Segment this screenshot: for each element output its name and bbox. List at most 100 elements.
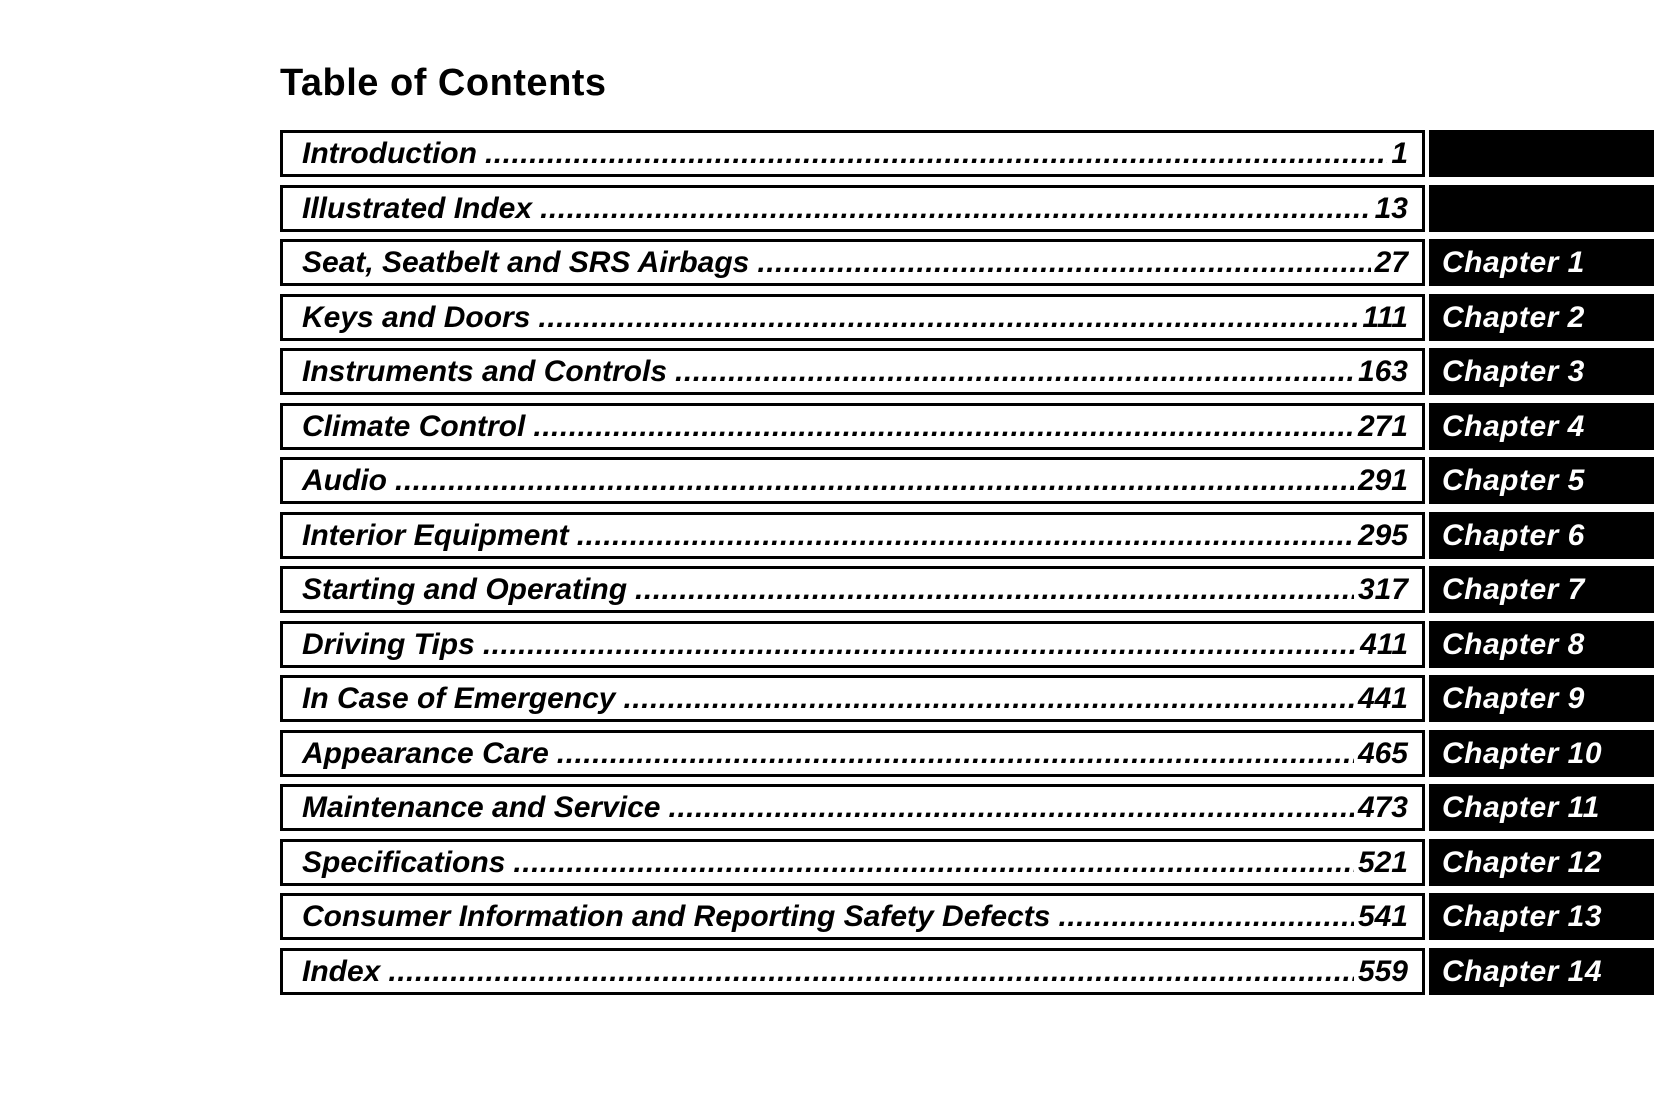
entry-title: Index — [302, 954, 381, 988]
entry-title: Maintenance and Service — [302, 791, 661, 824]
dot-leader: ........................................… — [388, 954, 1354, 988]
dot-leader: ........................................… — [484, 137, 1387, 170]
page-number: 559 — [1357, 954, 1408, 988]
dot-leader: ........................................… — [538, 300, 1359, 334]
page-number: 163 — [1357, 355, 1408, 388]
toc-entry-box[interactable]: In Case of Emergency ...................… — [280, 675, 1425, 722]
entry-title: Introduction — [302, 137, 477, 170]
toc-row-index[interactable]: Index ..................................… — [280, 947, 1654, 995]
toc-row-specifications[interactable]: Specifications .........................… — [280, 838, 1654, 886]
dot-leader: ........................................… — [576, 518, 1354, 552]
entry-title: Driving Tips — [302, 627, 475, 661]
chapter-bar: Chapter 3 — [1429, 348, 1654, 395]
chapter-label: Chapter 2 — [1442, 300, 1585, 334]
toc-row-driving-tips[interactable]: Driving Tips ...........................… — [280, 620, 1654, 668]
entry-title: Consumer Information and Reporting Safet… — [302, 900, 1051, 933]
dot-leader: ........................................… — [556, 736, 1354, 770]
chapter-label: Chapter 12 — [1442, 845, 1603, 879]
toc-entry-box[interactable]: Introduction ...........................… — [280, 130, 1425, 177]
entry-title: Keys and Doors — [302, 300, 531, 334]
chapter-bar: Chapter 10 — [1429, 729, 1654, 777]
toc-row-instruments-and-controls[interactable]: Instruments and Controls ...............… — [280, 348, 1654, 395]
page-number: 541 — [1357, 900, 1408, 933]
page-number: 1 — [1391, 137, 1408, 170]
toc-row-starting-and-operating[interactable]: Starting and Operating .................… — [280, 566, 1654, 613]
toc-entry-box[interactable]: Illustrated Index ......................… — [280, 184, 1425, 232]
chapter-bar: Chapter 7 — [1429, 566, 1654, 613]
toc-entry-box[interactable]: Index ..................................… — [280, 947, 1425, 995]
chapter-label: Chapter 4 — [1442, 409, 1585, 443]
page-number: 295 — [1357, 518, 1408, 552]
chapter-label: Chapter 8 — [1442, 627, 1585, 661]
toc-row-seat-seatbelt-srs-airbags[interactable]: Seat, Seatbelt and SRS Airbags .........… — [280, 239, 1654, 286]
dot-leader: ........................................… — [513, 845, 1354, 879]
entry-title: Illustrated Index — [302, 191, 533, 225]
chapter-label: Chapter 6 — [1442, 518, 1585, 552]
toc-row-maintenance-and-service[interactable]: Maintenance and Service ................… — [280, 784, 1654, 831]
toc-entry-box[interactable]: Climate Control ........................… — [280, 402, 1425, 450]
chapter-bar: Chapter 13 — [1429, 893, 1654, 940]
page-number: 473 — [1357, 791, 1408, 824]
chapter-bar: Chapter 4 — [1429, 402, 1654, 450]
toc-entry-box[interactable]: Appearance Care ........................… — [280, 729, 1425, 777]
dot-leader: ........................................… — [540, 191, 1371, 225]
page-number: 291 — [1357, 464, 1408, 497]
toc-row-climate-control[interactable]: Climate Control ........................… — [280, 402, 1654, 450]
dot-leader: ........................................… — [757, 246, 1370, 279]
chapter-bar: Chapter 9 — [1429, 675, 1654, 722]
chapter-label: Chapter 1 — [1442, 246, 1585, 279]
page-number: 27 — [1374, 246, 1408, 279]
toc-row-illustrated-index[interactable]: Illustrated Index ......................… — [280, 184, 1654, 232]
toc-row-introduction[interactable]: Introduction ...........................… — [280, 130, 1654, 177]
toc-entry-box[interactable]: Audio ..................................… — [280, 457, 1425, 504]
chapter-label: Chapter 3 — [1442, 355, 1585, 388]
entry-title: Climate Control — [302, 409, 526, 443]
toc-entry-box[interactable]: Driving Tips ...........................… — [280, 620, 1425, 668]
chapter-label: Chapter 7 — [1442, 573, 1585, 606]
chapter-bar: Chapter 6 — [1429, 511, 1654, 559]
chapter-label: Chapter 10 — [1442, 736, 1603, 770]
entry-title: Starting and Operating — [302, 573, 628, 606]
toc-entry-box[interactable]: Maintenance and Service ................… — [280, 784, 1425, 831]
chapter-bar: Chapter 12 — [1429, 838, 1654, 886]
page-number: 13 — [1374, 191, 1408, 225]
dot-leader: ........................................… — [533, 409, 1354, 443]
entry-title: Audio — [302, 464, 387, 497]
page-number: 271 — [1357, 409, 1408, 443]
toc-entry-box[interactable]: Instruments and Controls ...............… — [280, 348, 1425, 395]
chapter-bar: Chapter 2 — [1429, 293, 1654, 341]
chapter-bar: Chapter 8 — [1429, 620, 1654, 668]
toc-row-audio[interactable]: Audio ..................................… — [280, 457, 1654, 504]
toc-list: Introduction ...........................… — [280, 130, 1654, 1002]
toc-row-keys-and-doors[interactable]: Keys and Doors .........................… — [280, 293, 1654, 341]
toc-row-appearance-care[interactable]: Appearance Care ........................… — [280, 729, 1654, 777]
dot-leader: ........................................… — [394, 464, 1354, 497]
chapter-label: Chapter 11 — [1442, 791, 1600, 824]
dot-leader: ........................................… — [668, 791, 1353, 824]
toc-entry-box[interactable]: Keys and Doors .........................… — [280, 293, 1425, 341]
chapter-bar: Chapter 5 — [1429, 457, 1654, 504]
toc-row-in-case-of-emergency[interactable]: In Case of Emergency ...................… — [280, 675, 1654, 722]
toc-row-consumer-information[interactable]: Consumer Information and Reporting Safet… — [280, 893, 1654, 940]
entry-title: Appearance Care — [302, 736, 549, 770]
toc-entry-box[interactable]: Interior Equipment .....................… — [280, 511, 1425, 559]
page-number: 411 — [1360, 627, 1408, 661]
page-number: 441 — [1357, 682, 1408, 715]
toc-entry-box[interactable]: Specifications .........................… — [280, 838, 1425, 886]
page-number: 317 — [1357, 573, 1408, 606]
toc-entry-box[interactable]: Consumer Information and Reporting Safet… — [280, 893, 1425, 940]
toc-entry-box[interactable]: Starting and Operating .................… — [280, 566, 1425, 613]
dot-leader: ........................................… — [675, 355, 1354, 388]
dot-leader: ........................................… — [482, 627, 1357, 661]
dot-leader: ........................................… — [623, 682, 1353, 715]
page-number: 111 — [1362, 300, 1408, 334]
chapter-label: Chapter 5 — [1442, 464, 1585, 497]
toc-row-interior-equipment[interactable]: Interior Equipment .....................… — [280, 511, 1654, 559]
chapter-bar — [1429, 130, 1654, 177]
toc-entry-box[interactable]: Seat, Seatbelt and SRS Airbags .........… — [280, 239, 1425, 286]
entry-title: Seat, Seatbelt and SRS Airbags — [302, 246, 750, 279]
entry-title: Specifications — [302, 845, 506, 879]
entry-title: In Case of Emergency — [302, 682, 616, 715]
entry-title: Instruments and Controls — [302, 355, 668, 388]
